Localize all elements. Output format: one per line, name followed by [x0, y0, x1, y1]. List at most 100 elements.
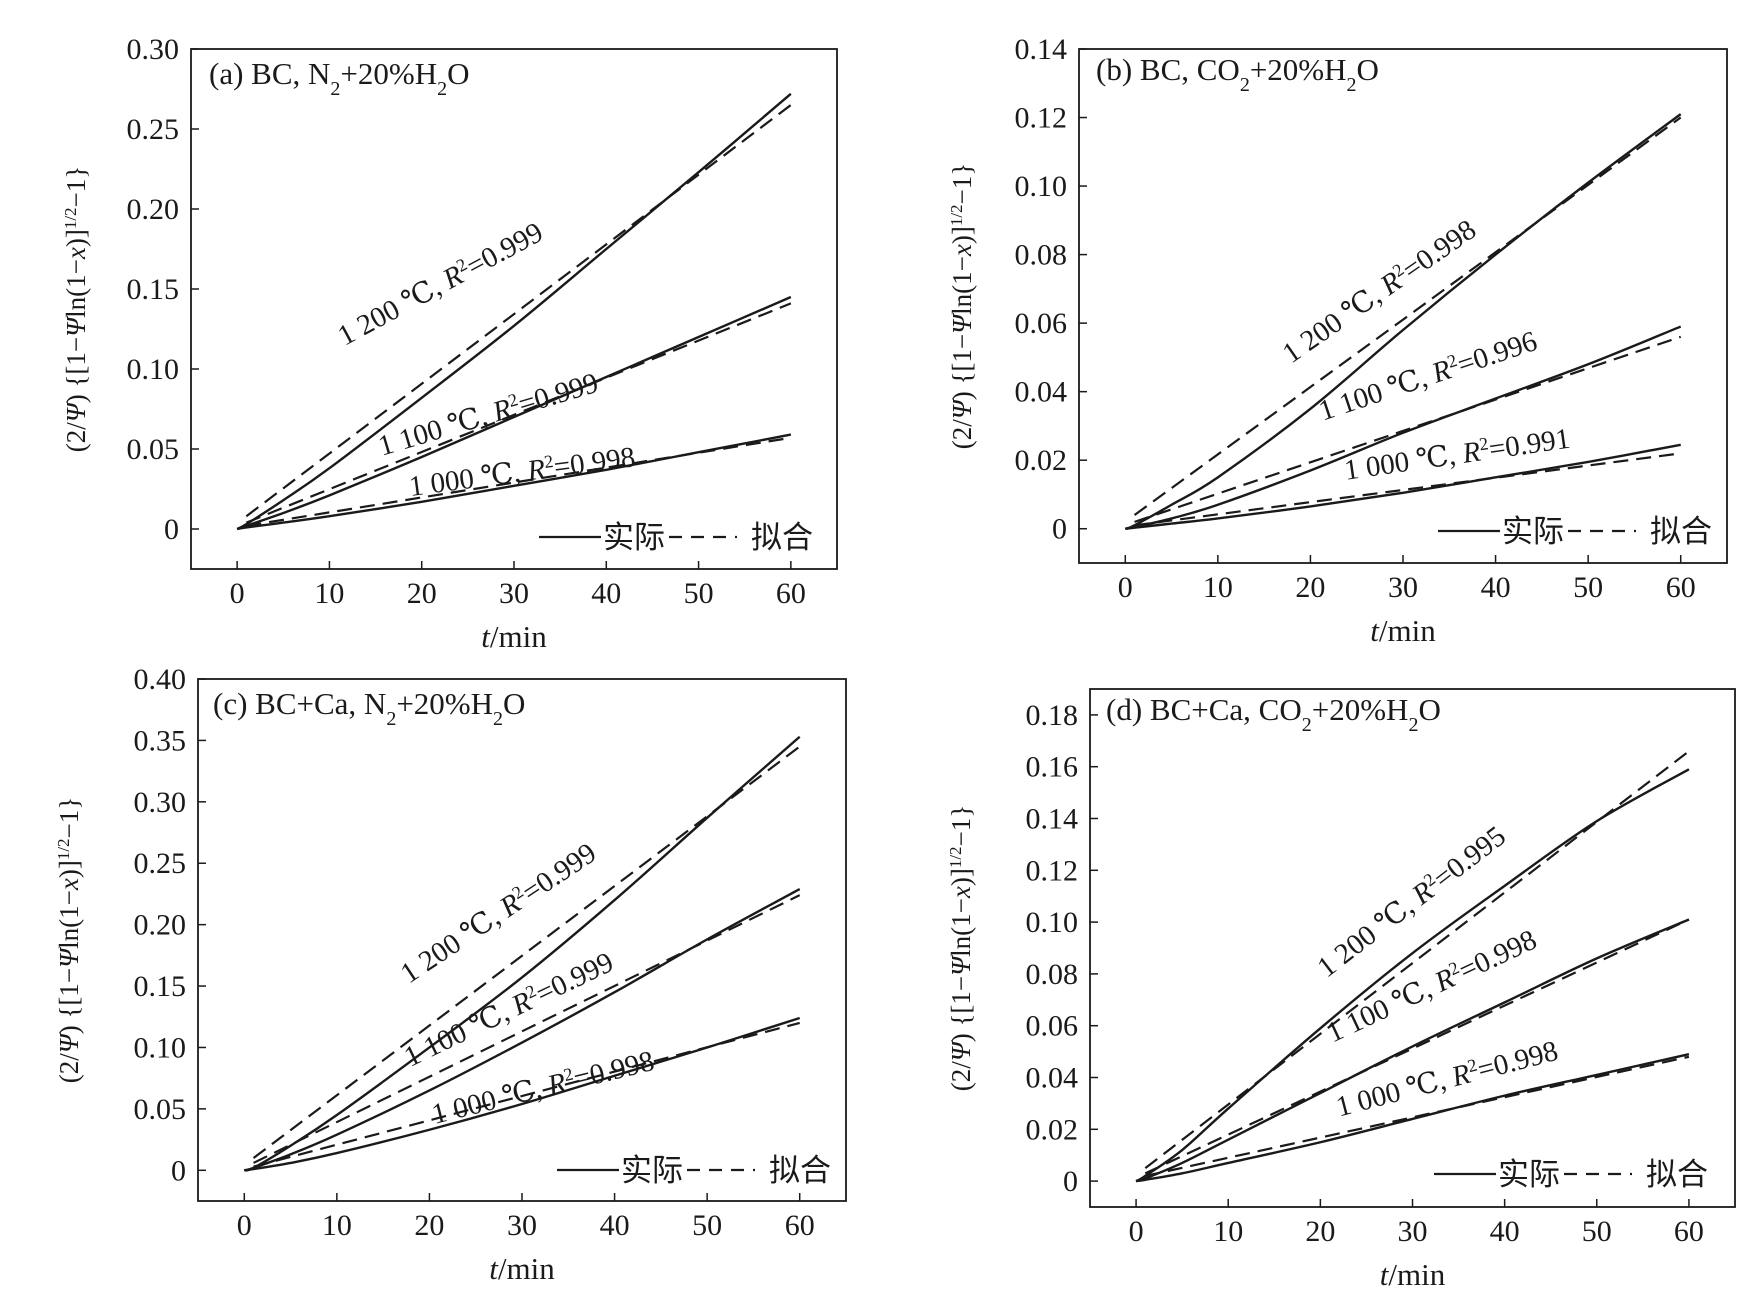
legend-fit-label: 拟合: [751, 520, 813, 555]
annotation-r2-value: =0.991: [1487, 423, 1572, 466]
y-tick-label: 0.08: [1026, 958, 1079, 991]
y-tick-label: 0.16: [1026, 751, 1079, 784]
series-fit-line: [1144, 750, 1690, 1170]
legend: 实际 拟合: [557, 1153, 831, 1188]
y-tick-label: 0.02: [1026, 1113, 1079, 1146]
annotation-r2-value: =0.999: [531, 946, 618, 1010]
annotation-r2-value: =0.995: [1428, 820, 1512, 895]
annotation-temperature: 1 100 ℃,: [1315, 359, 1438, 427]
series-actual-line: [243, 735, 801, 1172]
panel-title: (c) BC+Ca, N2+20%H2O: [213, 686, 525, 730]
x-tick-label: 10: [314, 577, 344, 610]
x-tick-label: 10: [1213, 1215, 1243, 1248]
annotation-temperature: 1 000 ℃,: [407, 455, 530, 503]
series-fit-line: [253, 894, 801, 1164]
series-actual-line: [1125, 325, 1682, 530]
y-axis-label: (2/Ψ) {[1−Ψln(1−x)]1/2−1}: [947, 163, 978, 450]
series-actual-line: [243, 887, 801, 1172]
y-tick-label: 0.10: [127, 353, 180, 386]
annotation-r2-value: =0.998: [570, 1045, 657, 1096]
x-tick-label: 20: [1295, 571, 1325, 604]
series-fit-line: [245, 104, 792, 518]
y-tick-label: 0.06: [1026, 1010, 1079, 1043]
panel-d: 0 10 20 30 40 50 60 0 0.02 0.04 0.06 0.08 0.10 0.12 0.…: [946, 688, 1736, 1292]
x-tick-label: 30: [1388, 571, 1418, 604]
x-tick-label: 60: [1674, 1215, 1704, 1248]
series-annotation: 1 000 ℃, R2=0.998: [428, 1044, 657, 1131]
series-fit-line: [253, 1021, 800, 1168]
x-tick-label: 30: [507, 1209, 537, 1242]
y-tick-label: 0.25: [134, 847, 187, 880]
annotation-r-exponent: 2: [543, 451, 555, 472]
y-tick-label: 0.05: [134, 1093, 187, 1126]
series-annotation: 1 200 ℃, R2=0.999: [332, 215, 548, 352]
annotation-r2-value: =0.998: [1474, 1035, 1561, 1087]
series-actual-line: [1135, 1053, 1690, 1183]
series-fit-line: [245, 302, 792, 524]
x-tick-label: 20: [414, 1209, 444, 1242]
y-tick-label: 0.08: [1015, 239, 1068, 272]
x-tick-label: 0: [237, 1209, 252, 1242]
panel-title: (a) BC, N2+20%H2O: [209, 56, 470, 100]
panel-b: 0 10 20 30 40 50 60 0 0.02 0.04 0.06 0.08 0.10 0.12 0.…: [947, 33, 1728, 648]
legend: 实际 拟合: [1434, 1157, 1708, 1192]
annotation-r2-value: =0.999: [461, 216, 548, 283]
series-fit-line: [1145, 1055, 1690, 1177]
x-tick-label: 10: [322, 1209, 352, 1242]
series-actual-line: [1124, 113, 1682, 530]
x-tick-label: 20: [407, 577, 437, 610]
x-tick-label: 60: [776, 577, 806, 610]
y-axis-label: (2/Ψ) {[1−Ψln(1−x)]1/2−1}: [54, 797, 85, 1084]
series-actual-line: [236, 92, 792, 531]
panel-title: (d) BC+Ca, CO2+20%H2O: [1106, 692, 1441, 736]
y-tick-label: 0.15: [134, 970, 187, 1003]
legend: 实际 拟合: [1438, 514, 1712, 549]
panel-a: 0 10 20 30 40 50 60 0 0.05 0.10 0.15 0.20 0.25 0.30 t/…: [61, 33, 838, 654]
x-axis-label: t/min: [489, 1251, 555, 1286]
series-annotation: 1 100 ℃, R2=0.999: [374, 366, 602, 463]
annotation-temperature: 1 000 ℃,: [429, 1071, 553, 1131]
y-tick-label: 0.20: [127, 193, 180, 226]
x-axis-label: t/min: [481, 619, 547, 654]
x-tick-label: 0: [1118, 571, 1133, 604]
annotation-r-exponent: 2: [1478, 433, 1490, 454]
legend-fit-label: 拟合: [1646, 1157, 1708, 1192]
series-fit-line: [1144, 918, 1690, 1175]
plot-frame: [197, 678, 847, 1202]
y-axis-label: (2/Ψ) {[1−Ψln(1−x)]1/2−1}: [946, 805, 977, 1092]
x-tick-label: 40: [600, 1209, 630, 1242]
annotation-temperature: 1 200 ℃,: [333, 268, 453, 353]
x-tick-label: 60: [1666, 571, 1696, 604]
legend: 实际 拟合: [539, 520, 813, 555]
x-tick-label: 0: [1129, 1215, 1144, 1248]
y-tick-label: 0: [1063, 1165, 1078, 1198]
y-tick-label: 0.35: [134, 724, 187, 757]
panel-title: (b) BC, CO2+20%H2O: [1096, 52, 1379, 96]
y-tick-label: 0.10: [134, 1031, 187, 1064]
legend-actual-label: 实际: [621, 1153, 683, 1188]
y-tick-label: 0.12: [1026, 854, 1079, 887]
x-tick-label: 10: [1203, 571, 1233, 604]
x-axis-label: t/min: [1380, 1257, 1446, 1292]
y-tick-label: 0: [171, 1154, 186, 1187]
y-tick-label: 0.14: [1015, 33, 1068, 66]
x-tick-label: 50: [1582, 1215, 1612, 1248]
x-axis-label: t/min: [1370, 613, 1436, 648]
annotation-temperature: 1 100 ℃,: [1322, 970, 1444, 1050]
y-tick-label: 0.30: [127, 33, 180, 66]
series-actual-line: [1135, 768, 1690, 1183]
x-tick-label: 60: [785, 1209, 815, 1242]
legend-actual-label: 实际: [603, 520, 665, 555]
x-tick-label: 50: [1573, 571, 1603, 604]
legend-actual-label: 实际: [1498, 1157, 1560, 1192]
plot-frame: [1089, 688, 1736, 1208]
series-actual-line: [1135, 918, 1690, 1183]
y-tick-label: 0.14: [1026, 803, 1079, 836]
series-fit-line: [1134, 335, 1682, 523]
annotation-r2-value: =0.998: [552, 441, 637, 484]
x-tick-label: 40: [1481, 571, 1511, 604]
annotation-temperature: 1 200 ℃,: [1277, 275, 1393, 369]
annotation-r2-value: =0.999: [515, 367, 602, 421]
x-tick-label: 50: [692, 1209, 722, 1242]
